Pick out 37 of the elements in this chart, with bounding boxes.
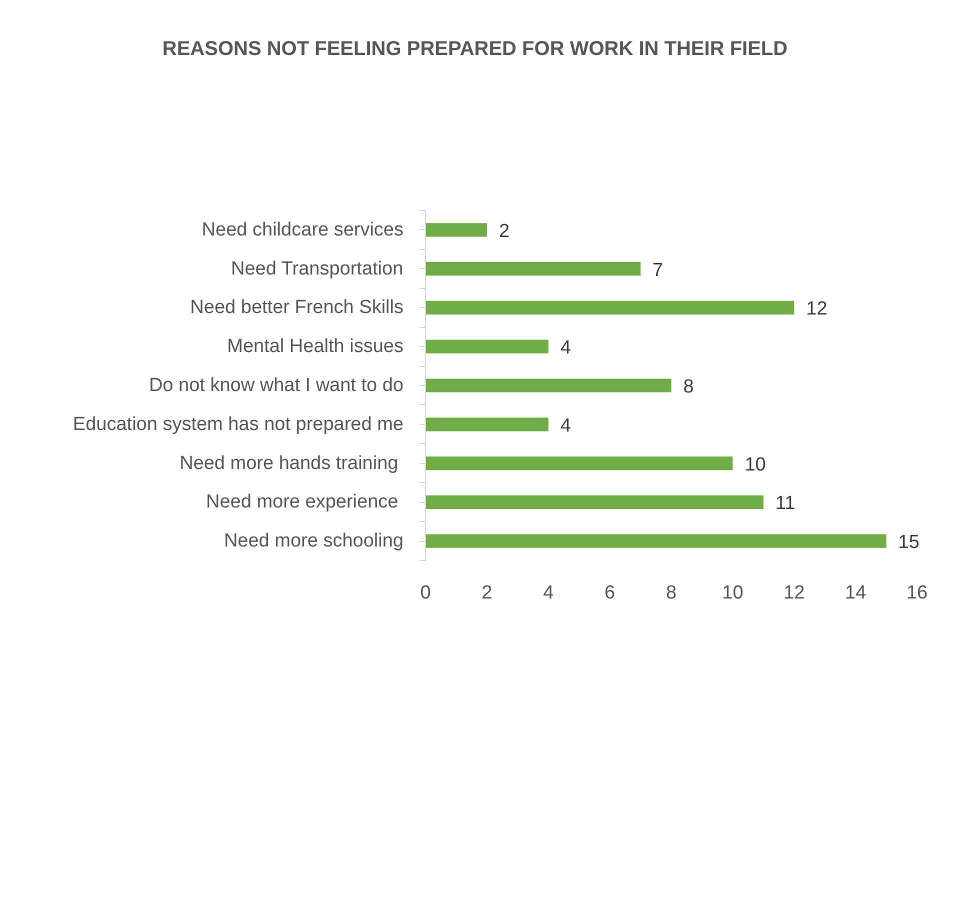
x-tick-label: 6 [604, 582, 616, 604]
x-tick-label: 12 [784, 582, 805, 604]
x-tick-label: 4 [543, 582, 554, 604]
bar [426, 340, 548, 354]
data-label: 8 [683, 376, 694, 398]
data-label: 12 [806, 298, 828, 320]
x-tick-label: 0 [420, 582, 431, 604]
bar [426, 300, 794, 315]
y-tick-label: Need more hands training [180, 452, 398, 474]
bar [426, 534, 886, 548]
bar [426, 418, 548, 432]
y-tick-label: Need childcare services [202, 219, 404, 240]
y-tick-label: Need more schooling [224, 530, 404, 552]
bar [426, 378, 672, 392]
bar [426, 262, 641, 276]
y-tick-label: Need Transportation [230, 258, 404, 280]
chart-title: REASONS NOT FEELING PREPARED FOR WORK IN THEIR FIELD [162, 37, 788, 62]
bar [426, 456, 733, 470]
y-tick-label: Mental Health issues [227, 336, 404, 358]
data-label: 7 [652, 260, 664, 281]
x-tick-label: 16 [906, 582, 928, 604]
data-label: 4 [560, 338, 572, 359]
data-label: 4 [560, 415, 572, 436]
bar [426, 495, 764, 509]
x-tick-label: 10 [722, 582, 744, 604]
x-tick-label: 8 [666, 582, 677, 604]
data-label: 11 [775, 493, 796, 514]
bar [426, 223, 487, 237]
y-tick-label: Education system has not prepared me [72, 414, 404, 435]
data-label: 15 [898, 532, 920, 554]
x-tick-label: 14 [845, 582, 867, 604]
y-tick-label: Need more experience [206, 492, 398, 513]
x-tick-label: 2 [482, 582, 492, 604]
data-label: 2 [498, 220, 510, 242]
data-label: 10 [744, 454, 766, 476]
y-tick-label: Do not know what I want to do [148, 375, 404, 396]
y-tick-label: Need better French Skills [190, 297, 404, 318]
